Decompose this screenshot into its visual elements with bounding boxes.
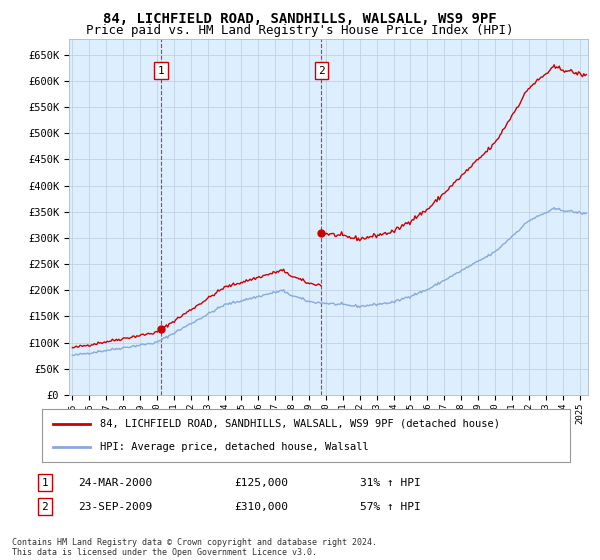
Text: 1: 1	[41, 478, 49, 488]
Text: £310,000: £310,000	[234, 502, 288, 512]
Text: 1: 1	[157, 66, 164, 76]
Text: £125,000: £125,000	[234, 478, 288, 488]
Text: 24-MAR-2000: 24-MAR-2000	[78, 478, 152, 488]
Text: 2: 2	[318, 66, 325, 76]
Text: Price paid vs. HM Land Registry's House Price Index (HPI): Price paid vs. HM Land Registry's House …	[86, 24, 514, 36]
Text: 84, LICHFIELD ROAD, SANDHILLS, WALSALL, WS9 9PF (detached house): 84, LICHFIELD ROAD, SANDHILLS, WALSALL, …	[100, 419, 500, 429]
Text: 2: 2	[41, 502, 49, 512]
Text: 57% ↑ HPI: 57% ↑ HPI	[360, 502, 421, 512]
Text: 84, LICHFIELD ROAD, SANDHILLS, WALSALL, WS9 9PF: 84, LICHFIELD ROAD, SANDHILLS, WALSALL, …	[103, 12, 497, 26]
Text: Contains HM Land Registry data © Crown copyright and database right 2024.
This d: Contains HM Land Registry data © Crown c…	[12, 538, 377, 557]
Text: HPI: Average price, detached house, Walsall: HPI: Average price, detached house, Wals…	[100, 442, 369, 452]
Text: 23-SEP-2009: 23-SEP-2009	[78, 502, 152, 512]
Text: 31% ↑ HPI: 31% ↑ HPI	[360, 478, 421, 488]
